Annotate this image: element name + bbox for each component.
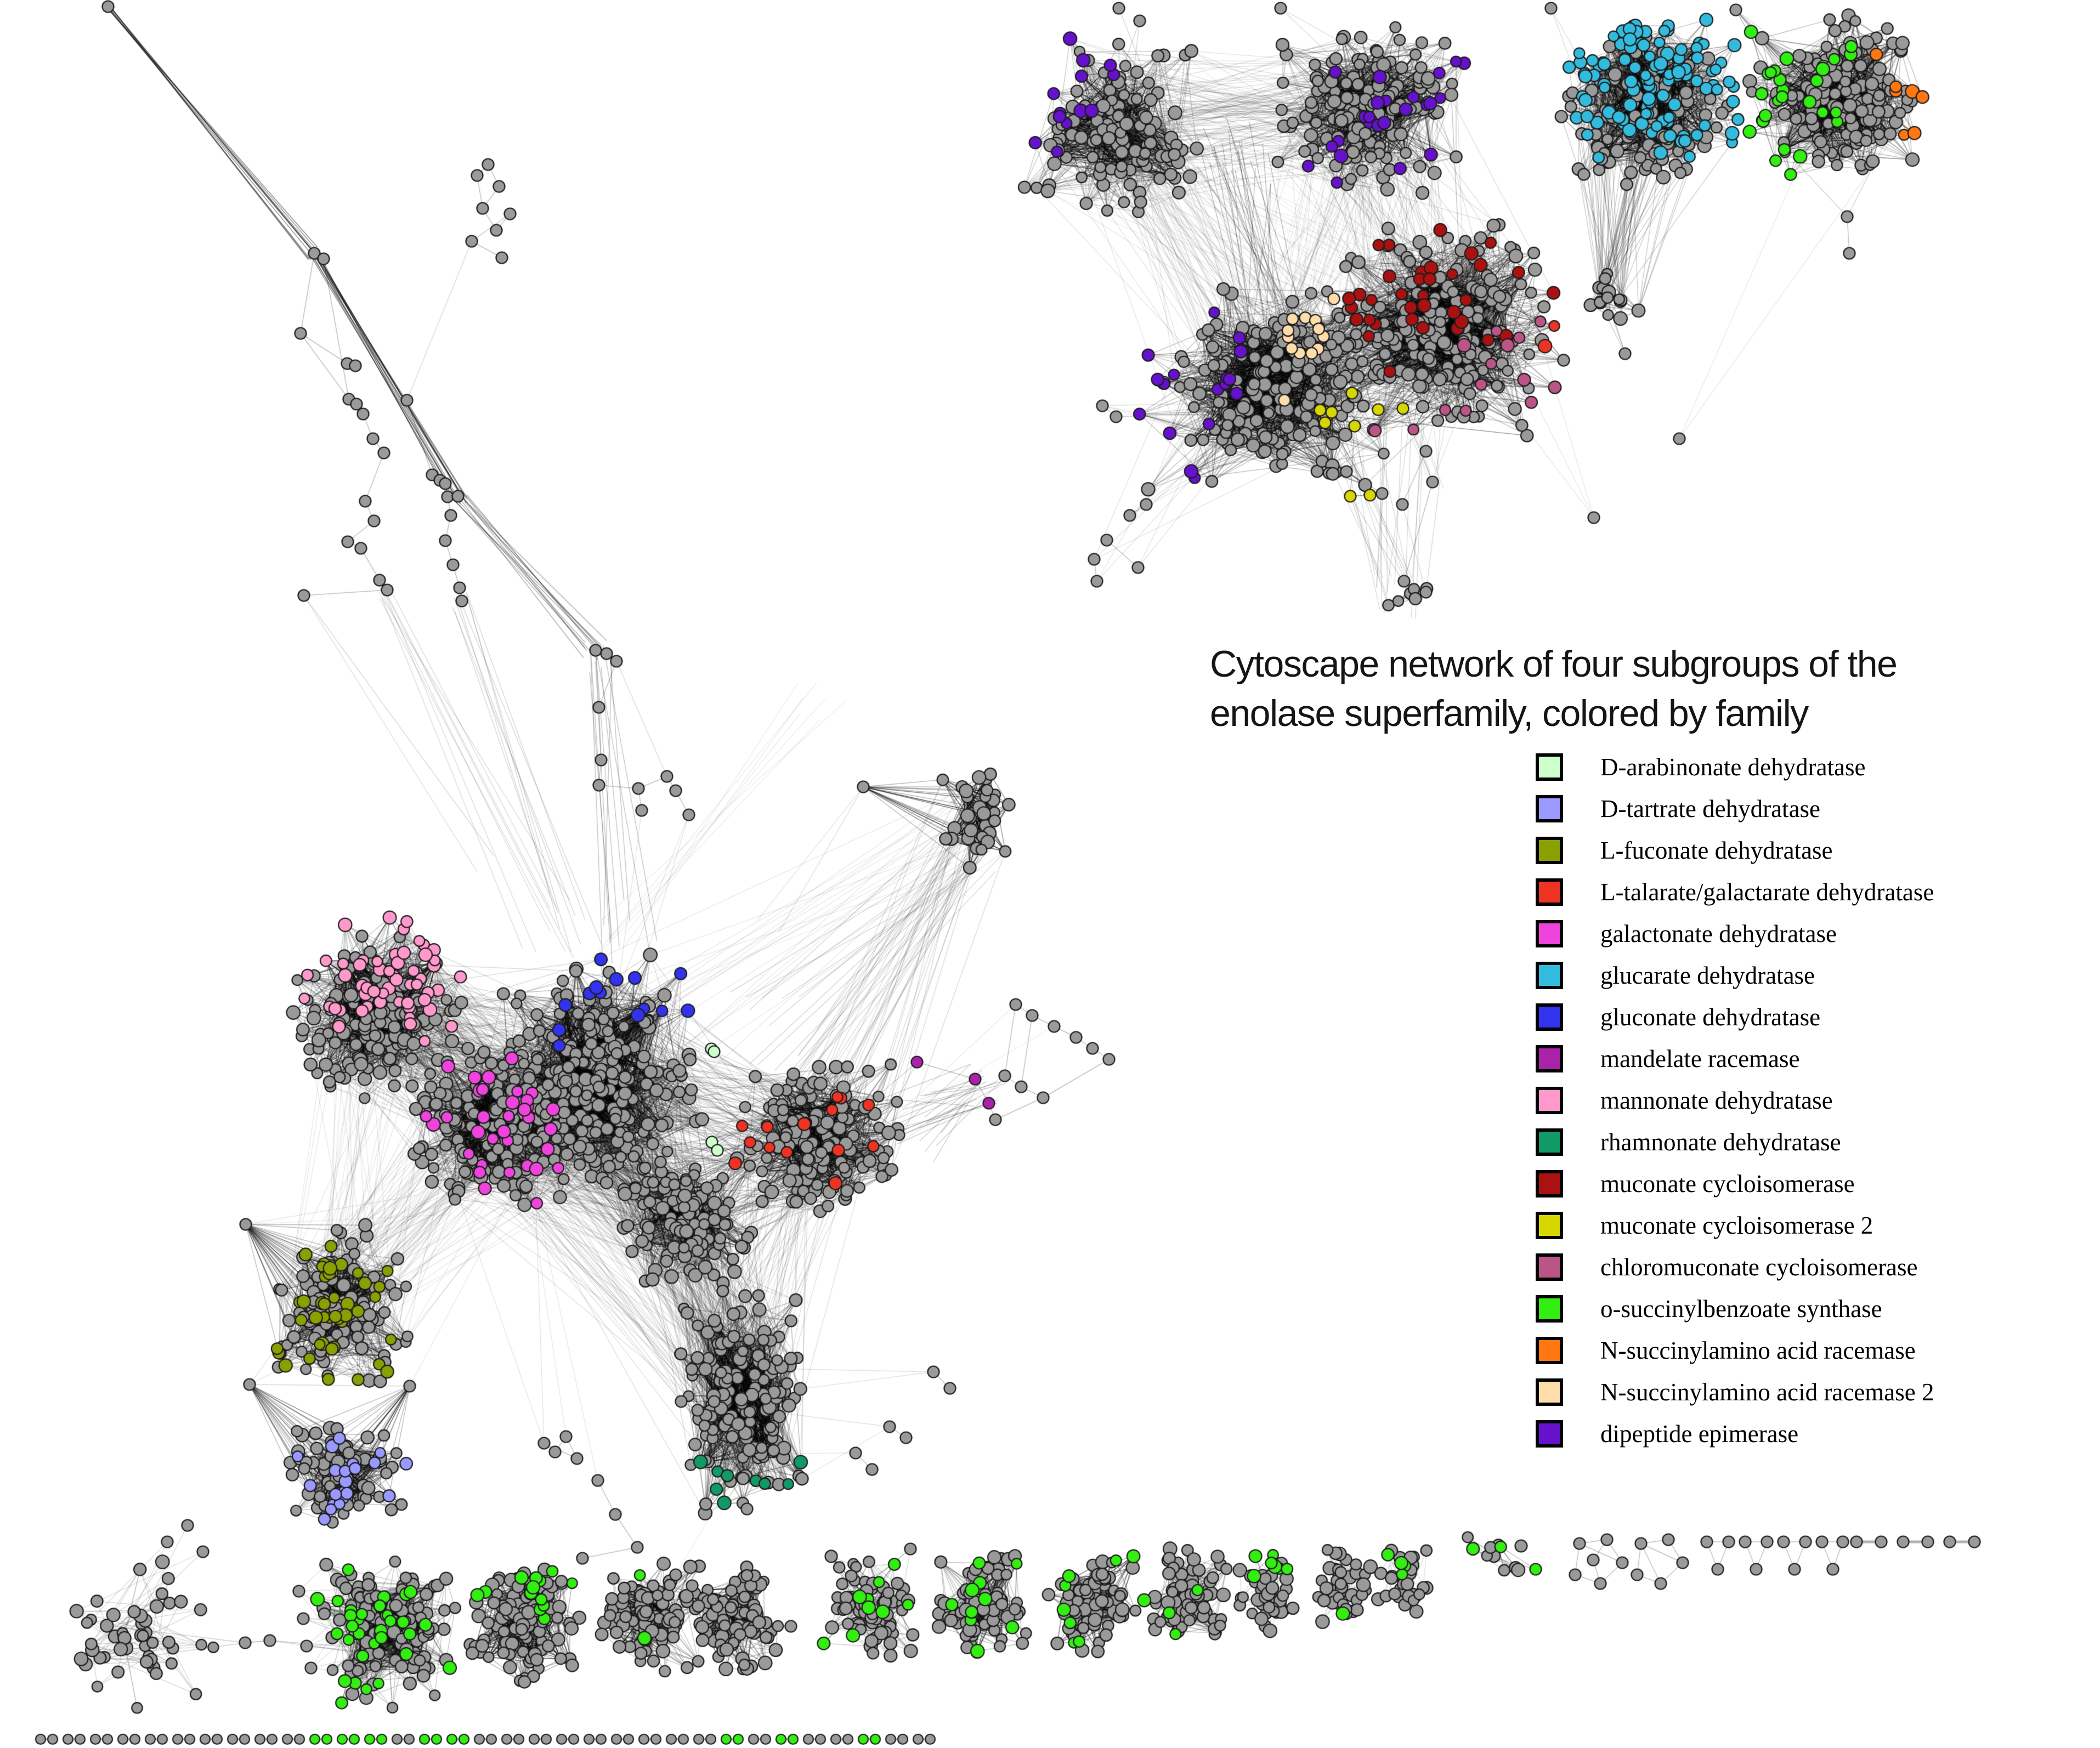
- legend-item-label: muconate cycloisomerase: [1600, 1170, 1855, 1198]
- legend-item: galactonate dehydratase: [1536, 920, 1934, 947]
- legend-item: glucarate dehydratase: [1536, 962, 1934, 989]
- legend-item-label: o-succinylbenzoate synthase: [1600, 1295, 1882, 1323]
- legend: D-arabinonate dehydratase D-tartrate dehy…: [1536, 753, 1934, 1462]
- legend-swatch: [1536, 795, 1563, 822]
- legend-item-label: L-talarate/galactarate dehydratase: [1600, 878, 1934, 906]
- legend-swatch: [1536, 1170, 1563, 1198]
- legend-item: gluconate dehydratase: [1536, 1003, 1934, 1031]
- legend-swatch: [1536, 1378, 1563, 1406]
- legend-item: chloromuconate cycloisomerase: [1536, 1253, 1934, 1281]
- legend-item-label: muconate cycloisomerase 2: [1600, 1212, 1873, 1239]
- legend-swatch: [1536, 1045, 1563, 1072]
- legend-swatch: [1536, 962, 1563, 989]
- legend-swatch: [1536, 1087, 1563, 1114]
- legend-swatch: [1536, 1295, 1563, 1323]
- legend-item: mandelate racemase: [1536, 1045, 1934, 1072]
- legend-swatch: [1536, 1253, 1563, 1281]
- legend-swatch: [1536, 753, 1563, 781]
- legend-item-label: N-succinylamino acid racemase: [1600, 1337, 1916, 1364]
- legend-item-label: D-arabinonate dehydratase: [1600, 753, 1866, 781]
- legend-item: D-tartrate dehydratase: [1536, 795, 1934, 822]
- figure-title: Cytoscape network of four subgroups of t…: [1210, 639, 1898, 738]
- legend-swatch: [1536, 1003, 1563, 1031]
- legend-item: L-talarate/galactarate dehydratase: [1536, 878, 1934, 906]
- legend-item: mannonate dehydratase: [1536, 1087, 1934, 1114]
- figure-title-line2: enolase superfamily, colored by family: [1210, 693, 1809, 734]
- legend-item-label: mannonate dehydratase: [1600, 1087, 1833, 1114]
- legend-swatch: [1536, 837, 1563, 864]
- legend-swatch: [1536, 1420, 1563, 1448]
- legend-item: muconate cycloisomerase 2: [1536, 1212, 1934, 1239]
- legend-swatch: [1536, 1337, 1563, 1364]
- legend-item: D-arabinonate dehydratase: [1536, 753, 1934, 781]
- legend-swatch: [1536, 878, 1563, 906]
- legend-item: muconate cycloisomerase: [1536, 1170, 1934, 1198]
- legend-item: o-succinylbenzoate synthase: [1536, 1295, 1934, 1323]
- legend-item-label: glucarate dehydratase: [1600, 962, 1815, 989]
- legend-item-label: rhamnonate dehydratase: [1600, 1128, 1841, 1156]
- legend-item: dipeptide epimerase: [1536, 1420, 1934, 1448]
- legend-item: N-succinylamino acid racemase: [1536, 1337, 1934, 1364]
- legend-item-label: gluconate dehydratase: [1600, 1003, 1821, 1031]
- legend-item-label: chloromuconate cycloisomerase: [1600, 1253, 1918, 1281]
- legend-item: N-succinylamino acid racemase 2: [1536, 1378, 1934, 1406]
- legend-item-label: D-tartrate dehydratase: [1600, 795, 1821, 822]
- legend-item-label: dipeptide epimerase: [1600, 1420, 1799, 1448]
- legend-item: L-fuconate dehydratase: [1536, 837, 1934, 864]
- legend-item: rhamnonate dehydratase: [1536, 1128, 1934, 1156]
- legend-item-label: mandelate racemase: [1600, 1045, 1800, 1072]
- legend-swatch: [1536, 1128, 1563, 1156]
- legend-swatch: [1536, 1212, 1563, 1239]
- legend-item-label: N-succinylamino acid racemase 2: [1600, 1378, 1934, 1406]
- figure-title-line1: Cytoscape network of four subgroups of t…: [1210, 643, 1898, 685]
- legend-item-label: L-fuconate dehydratase: [1600, 837, 1833, 864]
- legend-item-label: galactonate dehydratase: [1600, 920, 1837, 947]
- legend-swatch: [1536, 920, 1563, 947]
